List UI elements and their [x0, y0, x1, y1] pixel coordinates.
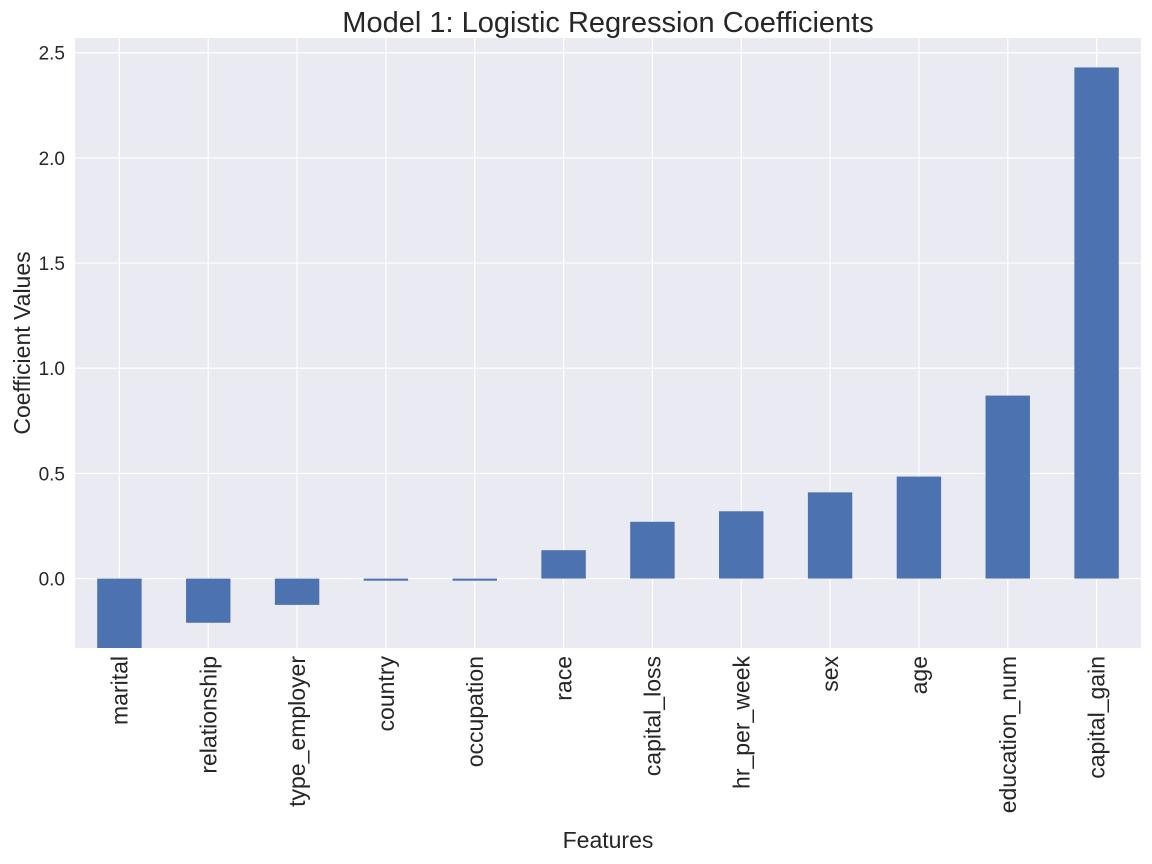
- x-axis-ticks: marital relationship type_employer country o…: [106, 656, 1109, 814]
- x-tick-label: capital_loss: [639, 656, 665, 776]
- bar-type-employer: [274, 578, 320, 605]
- bar-sex: [807, 492, 853, 579]
- x-tick-label: marital: [106, 656, 132, 725]
- y-tick-label: 2.0: [39, 149, 65, 170]
- y-tick-label: 2.5: [39, 44, 65, 65]
- bar-age: [896, 476, 942, 579]
- y-axis-label: Coefficient Values: [9, 251, 35, 434]
- bar-hr-per-week: [719, 511, 764, 579]
- bars: [97, 67, 1119, 648]
- bar-capital-loss: [630, 521, 675, 579]
- x-tick-label: age: [906, 656, 932, 694]
- chart-title: Model 1: Logistic Regression Coefficient…: [342, 7, 873, 39]
- x-tick-label: occupation: [462, 656, 488, 767]
- bar-capital-gain: [1074, 67, 1119, 579]
- bar-marital: [97, 578, 142, 648]
- y-tick-label: 0.0: [39, 570, 65, 591]
- x-tick-label: hr_per_week: [728, 656, 754, 789]
- x-tick-label: capital_gain: [1084, 656, 1110, 779]
- x-tick-label: education_num: [995, 656, 1021, 813]
- x-axis-label: Features: [563, 827, 654, 853]
- x-tick-label: sex: [817, 656, 843, 692]
- bar-education-num: [985, 395, 1030, 579]
- x-tick-label: relationship: [195, 656, 221, 774]
- y-axis-ticks: 0.0 0.5 1.0 1.5 2.0 2.5: [39, 44, 65, 591]
- y-tick-label: 1.5: [39, 254, 65, 275]
- y-tick-label: 1.0: [39, 359, 65, 380]
- x-tick-label: country: [373, 656, 399, 732]
- y-tick-label: 0.5: [39, 464, 65, 485]
- bar-occupation: [452, 578, 497, 581]
- bar-country: [363, 578, 409, 581]
- plot-area: [75, 38, 1141, 648]
- x-tick-label: type_employer: [284, 656, 310, 807]
- bar-race: [541, 550, 586, 579]
- x-tick-label: race: [551, 656, 577, 701]
- bar-relationship: [186, 578, 231, 623]
